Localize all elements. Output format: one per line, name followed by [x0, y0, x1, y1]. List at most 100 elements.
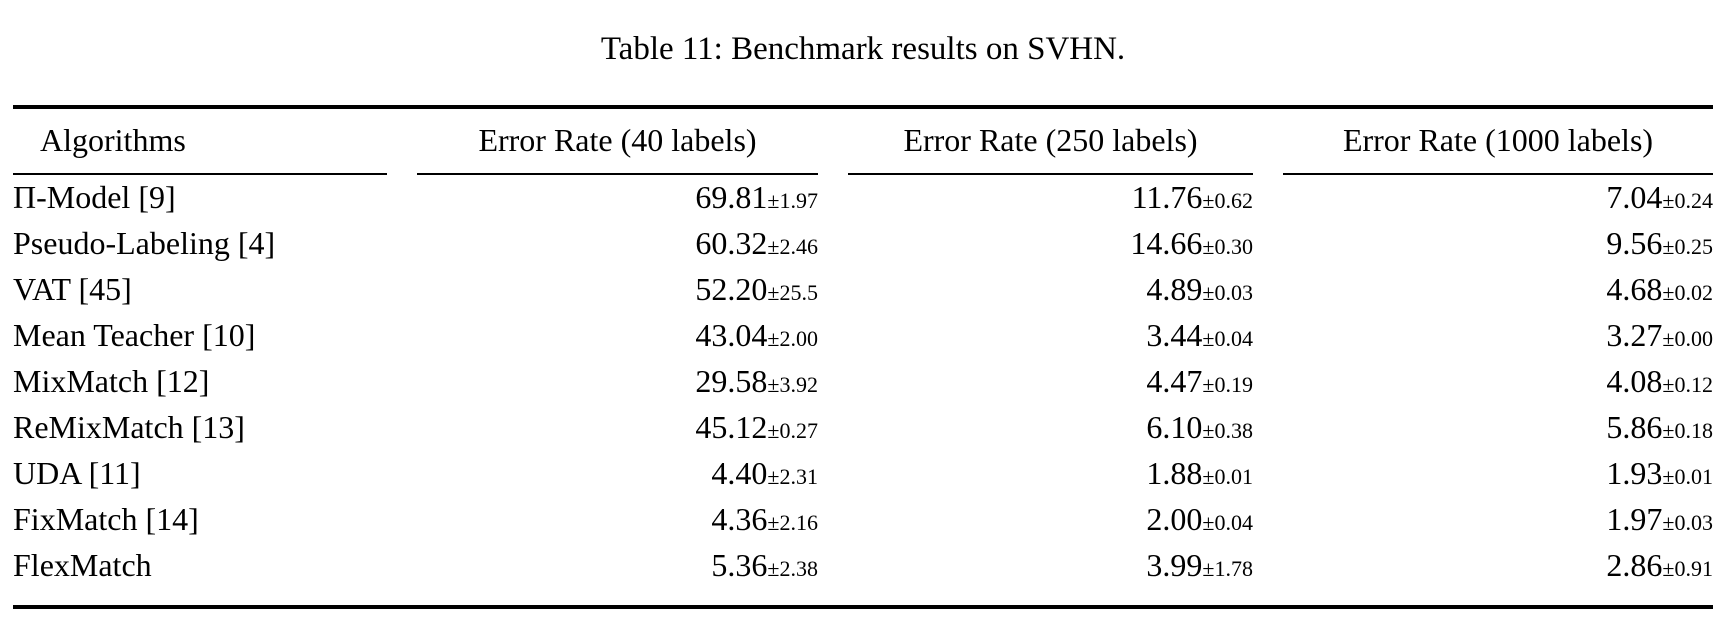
error-std: ±0.19 — [1202, 372, 1253, 398]
table-row: Π-Model [9] 69.81±1.97 11.76±0.62 7.04±0… — [13, 175, 1713, 221]
error-std: ±0.01 — [1662, 464, 1713, 490]
error-rate-250-cell: 1.88±0.01 — [818, 451, 1253, 497]
error-rate-40-cell: 43.04±2.00 — [387, 313, 818, 359]
error-std: ±0.18 — [1662, 418, 1713, 444]
error-std: ±0.04 — [1202, 510, 1253, 536]
error-std: ±0.04 — [1202, 326, 1253, 352]
header-row: Algorithms Error Rate (40 labels) Error … — [13, 109, 1713, 173]
algorithm-name: UDA [11] — [13, 455, 141, 492]
column-header-error-rate-250: Error Rate (250 labels) — [903, 122, 1198, 159]
error-mean: 43.04 — [695, 317, 768, 354]
algorithm-name: Pseudo-Labeling [4] — [13, 225, 276, 262]
error-std: ±0.01 — [1202, 464, 1253, 490]
error-mean: 52.20 — [695, 271, 768, 308]
error-rate-250-cell: 4.47±0.19 — [818, 359, 1253, 405]
error-std: ±25.5 — [767, 280, 818, 306]
error-rate-1000-cell: 2.86±0.91 — [1253, 543, 1713, 589]
error-rate-250-cell: 3.44±0.04 — [818, 313, 1253, 359]
error-mean: 3.44 — [1146, 317, 1203, 354]
error-rate-1000-cell: 4.08±0.12 — [1253, 359, 1713, 405]
error-rate-1000-cell: 1.97±0.03 — [1253, 497, 1713, 543]
error-rate-40-cell: 60.32±2.46 — [387, 221, 818, 267]
table-row: MixMatch [12] 29.58±3.92 4.47±0.19 4.08±… — [13, 359, 1713, 405]
error-std: ±0.38 — [1202, 418, 1253, 444]
error-rate-40-cell: 4.40±2.31 — [387, 451, 818, 497]
algorithm-name: Π-Model [9] — [13, 179, 176, 216]
error-std: ±2.00 — [767, 326, 818, 352]
error-mean: 9.56 — [1606, 225, 1663, 262]
error-std: ±0.62 — [1202, 188, 1253, 214]
error-rate-40-cell: 69.81±1.97 — [387, 175, 818, 221]
error-std: ±0.27 — [767, 418, 818, 444]
error-rate-40-cell: 29.58±3.92 — [387, 359, 818, 405]
table-caption: Table 11: Benchmark results on SVHN. — [600, 31, 1126, 67]
error-mean: 5.36 — [711, 547, 768, 584]
error-mean: 7.04 — [1606, 179, 1663, 216]
error-std: ±0.00 — [1662, 326, 1713, 352]
error-mean: 69.81 — [695, 179, 768, 216]
algorithm-name: ReMixMatch [13] — [13, 409, 245, 446]
error-std: ±2.31 — [767, 464, 818, 490]
error-mean: 14.66 — [1130, 225, 1203, 262]
column-header-error-rate-1000: Error Rate (1000 labels) — [1342, 122, 1654, 159]
error-rate-40-cell: 45.12±0.27 — [387, 405, 818, 451]
error-rate-40-cell: 52.20±25.5 — [387, 267, 818, 313]
error-mean: 3.27 — [1606, 317, 1663, 354]
error-std: ±2.46 — [767, 234, 818, 260]
error-std: ±0.25 — [1662, 234, 1713, 260]
error-rate-250-cell: 2.00±0.04 — [818, 497, 1253, 543]
error-rate-1000-cell: 3.27±0.00 — [1253, 313, 1713, 359]
error-mean: 6.10 — [1146, 409, 1203, 446]
table-row: UDA [11] 4.40±2.31 1.88±0.01 1.93±0.01 — [13, 451, 1713, 497]
error-rate-1000-cell: 7.04±0.24 — [1253, 175, 1713, 221]
error-rate-250-cell: 11.76±0.62 — [818, 175, 1253, 221]
error-rate-40-cell: 4.36±2.16 — [387, 497, 818, 543]
error-std: ±1.97 — [767, 188, 818, 214]
error-rate-250-cell: 4.89±0.03 — [818, 267, 1253, 313]
error-std: ±2.38 — [767, 556, 818, 582]
algorithm-name: Mean Teacher [10] — [13, 317, 256, 354]
error-mean: 4.47 — [1146, 363, 1203, 400]
benchmark-table: Algorithms Error Rate (40 labels) Error … — [13, 109, 1713, 589]
error-std: ±3.92 — [767, 372, 818, 398]
error-std: ±0.30 — [1202, 234, 1253, 260]
table-row: ReMixMatch [13] 45.12±0.27 6.10±0.38 5.8… — [13, 405, 1713, 451]
error-rate-250-cell: 3.99±1.78 — [818, 543, 1253, 589]
column-rule-error-rate-40 — [387, 172, 818, 175]
error-mean: 11.76 — [1131, 179, 1203, 216]
header-midrule-row — [13, 172, 1713, 175]
error-mean: 3.99 — [1146, 547, 1203, 584]
error-mean: 4.89 — [1146, 271, 1203, 308]
table-row: VAT [45] 52.20±25.5 4.89±0.03 4.68±0.02 — [13, 267, 1713, 313]
error-rate-1000-cell: 5.86±0.18 — [1253, 405, 1713, 451]
algorithm-name: MixMatch [12] — [13, 363, 210, 400]
error-std: ±0.91 — [1662, 556, 1713, 582]
error-rate-40-cell: 5.36±2.38 — [387, 543, 818, 589]
error-std: ±0.03 — [1202, 280, 1253, 306]
table-row: Pseudo-Labeling [4] 60.32±2.46 14.66±0.3… — [13, 221, 1713, 267]
table-row: Mean Teacher [10] 43.04±2.00 3.44±0.04 3… — [13, 313, 1713, 359]
error-std: ±1.78 — [1202, 556, 1253, 582]
table-row: FixMatch [14] 4.36±2.16 2.00±0.04 1.97±0… — [13, 497, 1713, 543]
error-std: ±0.12 — [1662, 372, 1713, 398]
error-rate-1000-cell: 9.56±0.25 — [1253, 221, 1713, 267]
error-mean: 60.32 — [695, 225, 768, 262]
error-mean: 4.68 — [1606, 271, 1663, 308]
error-mean: 4.08 — [1606, 363, 1663, 400]
error-mean: 4.40 — [711, 455, 768, 492]
benchmark-table-container: Algorithms Error Rate (40 labels) Error … — [13, 104, 1713, 609]
error-mean: 4.36 — [711, 501, 768, 538]
error-mean: 2.86 — [1606, 547, 1663, 584]
column-rule-error-rate-250 — [818, 172, 1253, 175]
error-mean: 45.12 — [695, 409, 768, 446]
error-mean: 1.88 — [1146, 455, 1203, 492]
algorithm-name: VAT [45] — [13, 271, 132, 308]
error-mean: 2.00 — [1146, 501, 1203, 538]
error-std: ±0.03 — [1662, 510, 1713, 536]
column-rule-error-rate-1000 — [1253, 172, 1713, 175]
error-std: ±0.02 — [1662, 280, 1713, 306]
column-header-algorithms: Algorithms — [40, 122, 186, 159]
error-std: ±0.24 — [1662, 188, 1713, 214]
error-mean: 29.58 — [695, 363, 768, 400]
error-mean: 1.97 — [1606, 501, 1663, 538]
